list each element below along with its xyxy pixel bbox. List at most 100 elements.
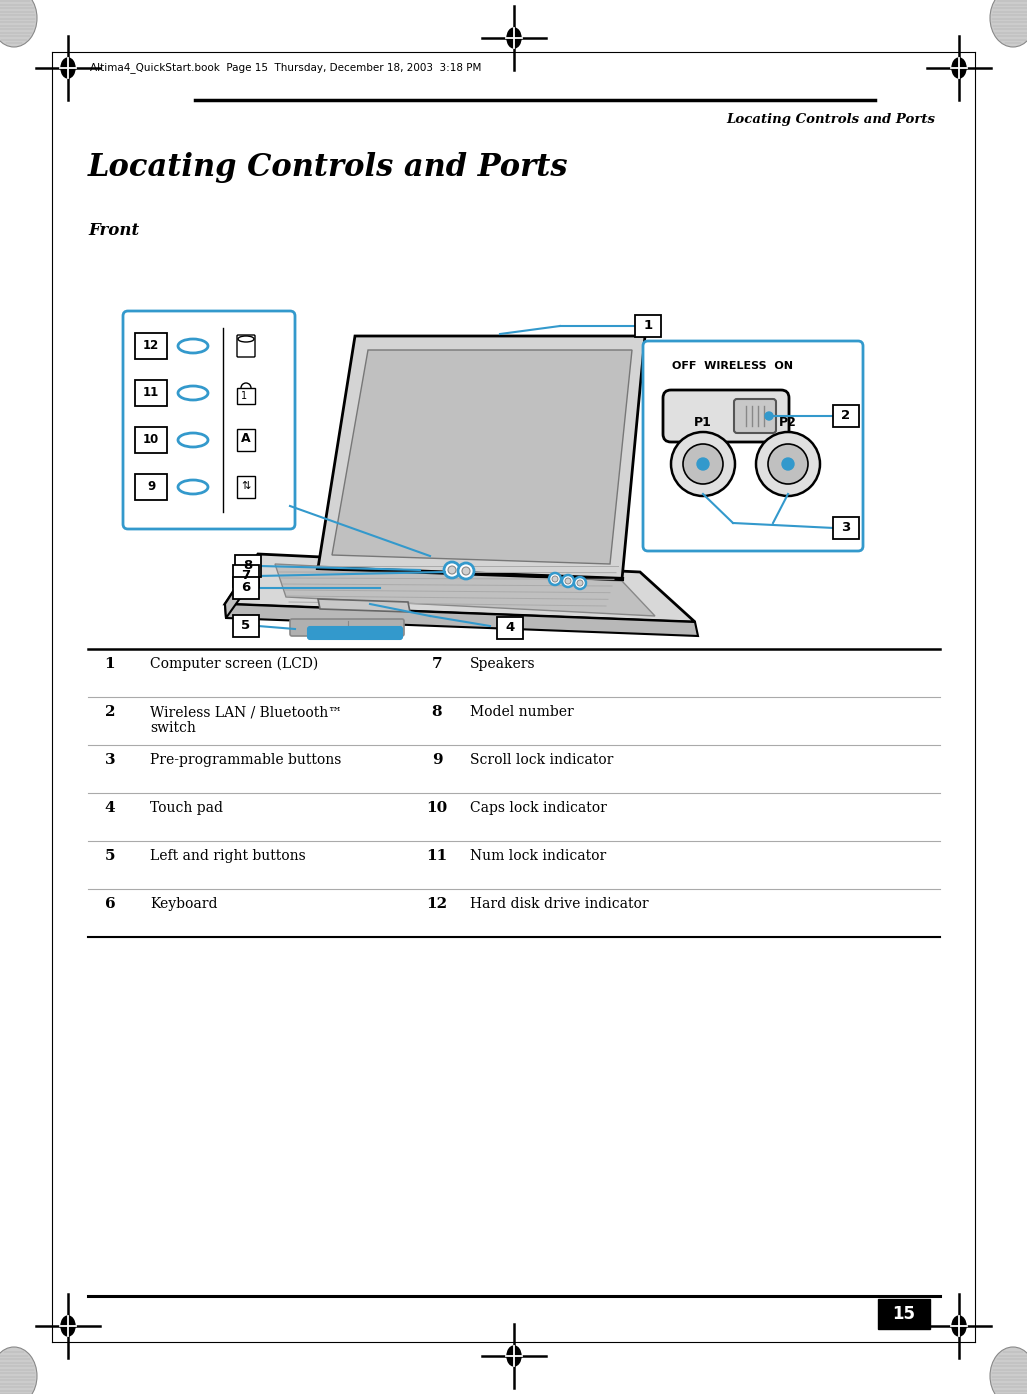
Text: ⇅: ⇅ [241,481,251,491]
FancyBboxPatch shape [237,475,255,498]
FancyBboxPatch shape [135,427,167,453]
FancyBboxPatch shape [233,577,259,599]
FancyBboxPatch shape [233,565,259,587]
Text: 7: 7 [431,657,443,671]
Text: Num lock indicator: Num lock indicator [470,849,606,863]
Text: Wireless LAN / Bluetooth™
switch: Wireless LAN / Bluetooth™ switch [150,705,342,735]
Text: Front: Front [88,222,139,238]
Text: 5: 5 [241,619,251,631]
Text: Keyboard: Keyboard [150,896,218,912]
Text: 2: 2 [105,705,115,719]
Text: Locating Controls and Ports: Locating Controls and Ports [88,152,569,183]
Text: P1: P1 [694,415,712,428]
Ellipse shape [178,434,208,447]
Ellipse shape [61,1316,75,1335]
Circle shape [444,562,460,579]
Text: A: A [241,432,251,446]
FancyBboxPatch shape [635,315,661,337]
Text: 3: 3 [105,753,115,767]
Circle shape [756,432,820,496]
Text: 10: 10 [426,802,448,815]
FancyBboxPatch shape [497,618,523,638]
Circle shape [551,576,558,583]
Polygon shape [225,604,698,636]
Bar [878,1299,930,1328]
Polygon shape [332,350,632,565]
Text: Touch pad: Touch pad [150,802,223,815]
Ellipse shape [0,0,37,47]
Text: 7: 7 [241,569,251,583]
Circle shape [782,459,794,470]
FancyBboxPatch shape [135,474,167,500]
Text: 1: 1 [105,657,115,671]
Text: P2: P2 [779,415,797,428]
Text: 6: 6 [241,581,251,594]
Text: 9: 9 [431,753,443,767]
Ellipse shape [507,28,521,47]
Ellipse shape [507,1347,521,1366]
Text: 3: 3 [841,521,850,534]
Text: 12: 12 [426,896,448,912]
Ellipse shape [990,0,1027,47]
FancyBboxPatch shape [663,390,789,442]
Text: Altima4_QuickStart.book  Page 15  Thursday, December 18, 2003  3:18 PM: Altima4_QuickStart.book Page 15 Thursday… [90,61,482,72]
Text: Scroll lock indicator: Scroll lock indicator [470,753,613,767]
Text: 15: 15 [892,1305,915,1323]
Circle shape [574,577,586,590]
Polygon shape [318,599,410,612]
Ellipse shape [61,59,75,78]
Text: Left and right buttons: Left and right buttons [150,849,306,863]
Text: 11: 11 [143,386,159,399]
Polygon shape [275,565,655,616]
FancyBboxPatch shape [237,388,255,404]
FancyBboxPatch shape [290,619,404,636]
Text: 5: 5 [105,849,115,863]
Ellipse shape [0,1347,37,1394]
FancyBboxPatch shape [233,615,259,637]
Circle shape [462,567,470,574]
FancyBboxPatch shape [135,381,167,406]
FancyBboxPatch shape [135,333,167,360]
Text: Hard disk drive indicator: Hard disk drive indicator [470,896,649,912]
Circle shape [768,445,808,484]
Circle shape [671,432,735,496]
Text: OFF  WIRELESS  ON: OFF WIRELESS ON [673,361,794,371]
Text: Model number: Model number [470,705,574,719]
Text: Pre-programmable buttons: Pre-programmable buttons [150,753,341,767]
FancyBboxPatch shape [235,555,261,577]
Polygon shape [318,336,645,579]
FancyBboxPatch shape [123,311,295,528]
Polygon shape [225,553,260,618]
Ellipse shape [952,59,966,78]
Text: 4: 4 [505,620,515,634]
Text: 9: 9 [147,480,155,493]
Text: 1: 1 [241,390,248,401]
Text: 12: 12 [143,339,159,353]
Text: Caps lock indicator: Caps lock indicator [470,802,607,815]
Circle shape [549,573,561,585]
Text: 11: 11 [426,849,448,863]
Text: 2: 2 [841,408,850,422]
Circle shape [565,579,571,584]
Circle shape [577,580,583,585]
Text: Locating Controls and Ports: Locating Controls and Ports [726,113,935,125]
FancyBboxPatch shape [734,399,776,434]
Text: 1: 1 [644,319,652,332]
Text: Computer screen (LCD): Computer screen (LCD) [150,657,318,672]
Text: 4: 4 [105,802,115,815]
Circle shape [448,566,456,574]
Ellipse shape [178,480,208,493]
Ellipse shape [952,1316,966,1335]
FancyBboxPatch shape [308,627,402,638]
FancyBboxPatch shape [833,406,859,427]
Text: 6: 6 [105,896,115,912]
Circle shape [697,459,709,470]
Ellipse shape [178,386,208,400]
Circle shape [458,563,474,579]
Circle shape [765,413,773,420]
Ellipse shape [178,339,208,353]
Text: 8: 8 [431,705,443,719]
Ellipse shape [990,1347,1027,1394]
Text: 8: 8 [243,559,253,572]
Text: Speakers: Speakers [470,657,536,671]
